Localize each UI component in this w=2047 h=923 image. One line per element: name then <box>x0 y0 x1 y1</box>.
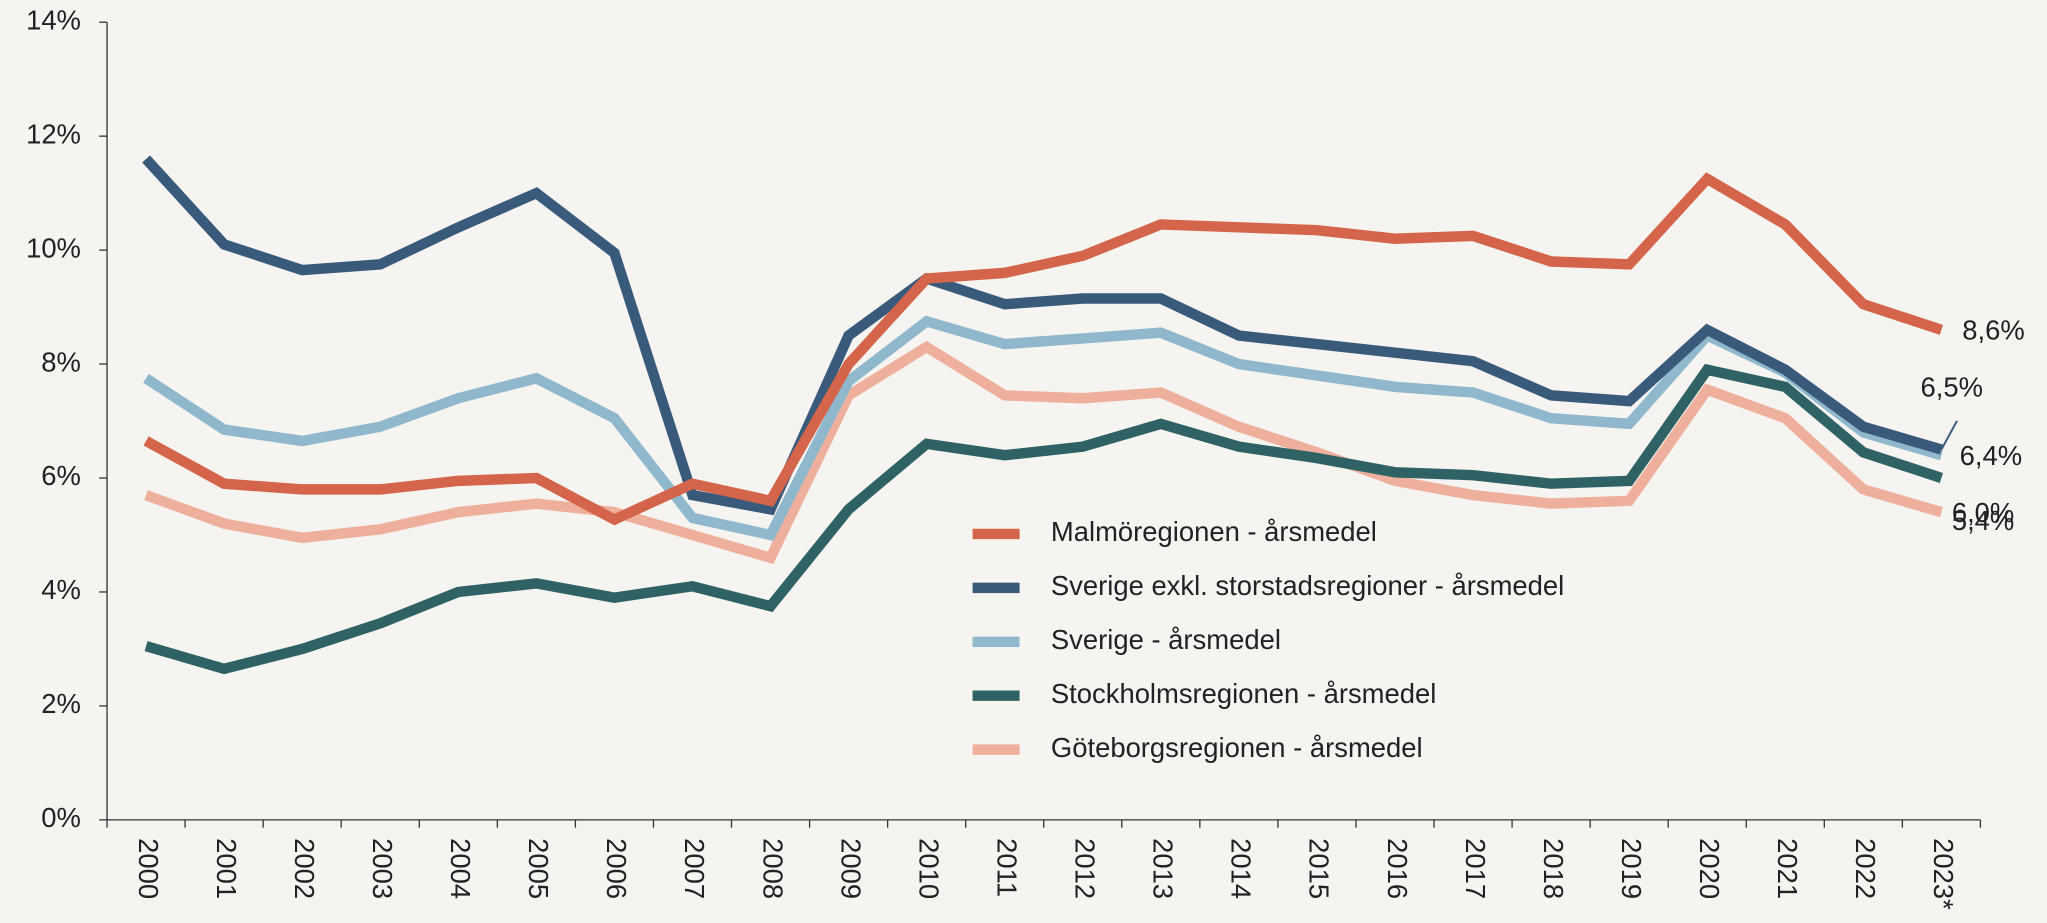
y-tick-label: 8% <box>41 346 81 377</box>
x-tick-label: 2012 <box>1070 838 1101 899</box>
x-tick-label: 2009 <box>835 838 866 899</box>
legend-label: Stockholmsregionen - årsmedel <box>1051 678 1436 709</box>
y-tick-label: 4% <box>41 574 81 605</box>
series-line <box>143 172 1944 526</box>
x-tick-label: 2023* <box>1928 838 1959 910</box>
x-tick-label: 2019 <box>1616 838 1647 899</box>
y-tick-label: 14% <box>26 4 81 35</box>
x-tick-label: 2003 <box>367 838 398 899</box>
data-label: 5,4% <box>1952 505 2014 536</box>
legend-label: Göteborgsregionen - årsmedel <box>1051 732 1423 763</box>
y-tick-label: 6% <box>41 460 81 491</box>
y-tick-label: 12% <box>26 118 81 149</box>
x-tick-label: 2016 <box>1382 838 1413 899</box>
x-tick-label: 2020 <box>1694 838 1725 899</box>
x-tick-label: 2017 <box>1460 838 1491 899</box>
series-line <box>144 363 1944 675</box>
series-line <box>143 315 1943 541</box>
legend-label: Sverige exkl. storstadsregioner - årsmed… <box>1051 570 1564 601</box>
data-label: 6,4% <box>1960 440 2022 471</box>
x-tick-label: 2008 <box>757 838 788 899</box>
x-tick-label: 2018 <box>1538 838 1569 899</box>
legend-label: Malmöregionen - årsmedel <box>1051 516 1377 547</box>
x-tick-label: 2004 <box>445 838 476 899</box>
x-tick-label: 2021 <box>1772 838 1803 899</box>
y-tick-label: 0% <box>41 802 81 833</box>
leader-line <box>1940 420 1958 450</box>
series-line <box>144 340 1943 565</box>
x-tick-label: 2011 <box>991 838 1022 897</box>
data-label: 6,0% <box>1952 497 2014 528</box>
legend-label: Sverige - årsmedel <box>1051 624 1281 655</box>
x-tick-label: 2013 <box>1148 838 1179 899</box>
x-tick-label: 2022 <box>1850 838 1881 899</box>
data-label: 8,6% <box>1962 315 2024 346</box>
x-tick-label: 2000 <box>133 838 164 899</box>
x-tick-label: 2005 <box>523 838 554 899</box>
x-tick-label: 2010 <box>913 838 944 899</box>
y-tick-label: 10% <box>26 232 81 263</box>
y-tick-label: 2% <box>41 688 81 719</box>
x-tick-label: 2015 <box>1304 838 1335 899</box>
x-tick-label: 2014 <box>1226 838 1257 899</box>
x-tick-label: 2007 <box>679 838 710 899</box>
data-label: 6,5% <box>1921 372 1983 403</box>
x-tick-label: 2001 <box>211 838 242 899</box>
x-tick-label: 2002 <box>289 838 320 899</box>
x-tick-label: 2006 <box>601 838 632 899</box>
series-line <box>142 155 1943 516</box>
